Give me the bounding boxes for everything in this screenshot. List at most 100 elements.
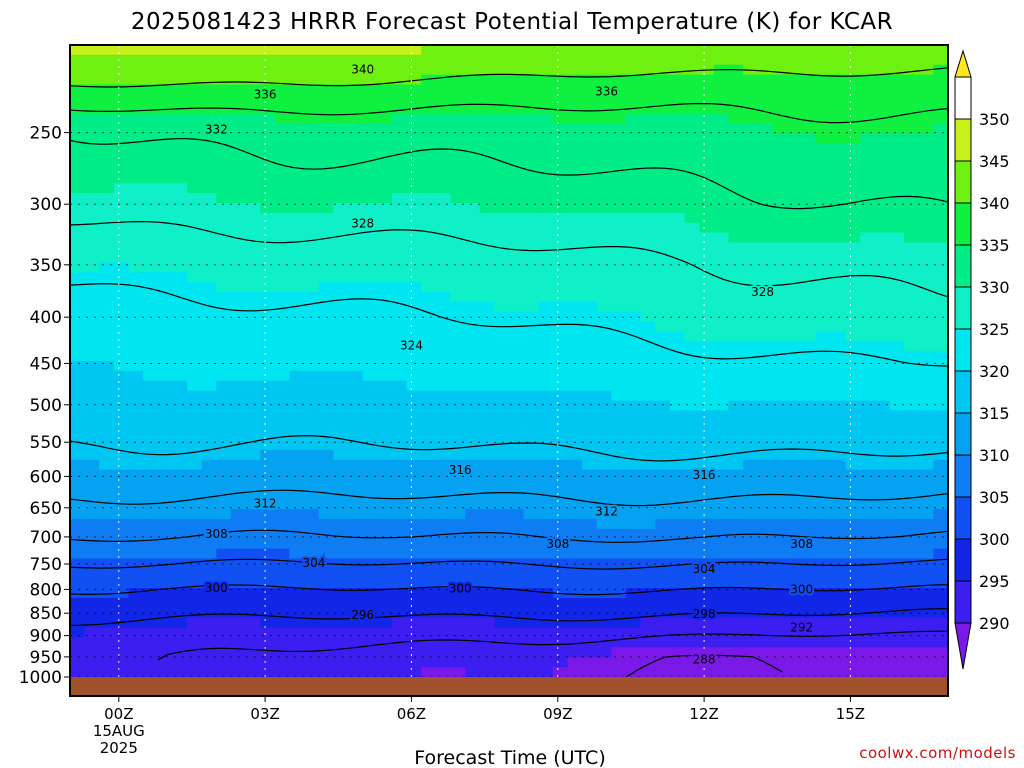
heat-cell xyxy=(640,558,656,569)
heat-cell xyxy=(509,538,525,550)
heat-cell xyxy=(333,410,349,421)
heat-cell xyxy=(743,627,759,639)
heat-cell xyxy=(582,390,598,402)
heat-cell xyxy=(523,538,539,550)
heat-cell xyxy=(787,509,803,520)
heat-cell xyxy=(611,657,627,668)
heat-cell xyxy=(582,311,598,323)
heat-cell xyxy=(713,519,730,530)
heat-cell xyxy=(245,390,261,402)
heat-cell xyxy=(552,578,569,589)
heat-cell xyxy=(655,291,671,303)
heat-cell xyxy=(787,538,803,550)
heat-cell xyxy=(406,627,422,639)
heat-cell xyxy=(187,479,203,490)
heat-cell xyxy=(318,568,334,579)
heat-cell xyxy=(787,519,803,530)
heat-cell xyxy=(640,519,656,530)
heat-cell xyxy=(582,262,598,273)
heat-cell xyxy=(596,212,613,224)
heat-cell xyxy=(435,627,452,639)
heat-cell xyxy=(318,212,334,224)
heat-cell xyxy=(830,114,847,125)
heat-cell xyxy=(143,499,159,510)
heat-cell xyxy=(596,114,613,125)
heat-cell xyxy=(904,291,920,303)
heat-cell xyxy=(728,637,744,648)
heat-cell xyxy=(787,104,803,115)
heat-cell xyxy=(128,578,144,589)
heat-cell xyxy=(655,440,671,451)
heat-cell xyxy=(567,133,583,145)
heat-cell xyxy=(172,588,188,599)
heat-cell xyxy=(230,637,247,648)
heat-cell xyxy=(99,54,115,66)
heat-cell xyxy=(70,153,86,165)
heat-cell xyxy=(509,262,525,273)
heat-cell xyxy=(201,430,217,441)
heat-cell xyxy=(391,331,408,342)
heat-cell xyxy=(640,578,656,589)
heat-cell xyxy=(509,301,525,313)
heat-cell xyxy=(172,607,188,619)
heat-cell xyxy=(860,361,876,372)
heat-cell xyxy=(435,667,452,678)
heat-cell xyxy=(787,321,803,332)
heat-cell xyxy=(933,390,948,402)
heat-cell xyxy=(640,291,656,303)
heat-cell xyxy=(333,588,349,599)
heat-cell xyxy=(362,588,378,599)
heat-cell xyxy=(260,64,276,76)
heat-cell xyxy=(640,420,656,431)
heat-cell xyxy=(830,390,847,402)
heat-cell xyxy=(479,459,495,471)
heat-cell xyxy=(669,459,686,471)
heat-cell xyxy=(304,370,320,382)
contour-label: 288 xyxy=(693,653,716,667)
heat-cell xyxy=(318,104,334,115)
heat-cell xyxy=(465,252,481,263)
heat-cell xyxy=(567,390,583,402)
heat-cell xyxy=(626,459,642,471)
heat-cell xyxy=(801,528,817,540)
heat-cell xyxy=(743,578,759,589)
heat-cell xyxy=(406,390,422,402)
heat-cell xyxy=(362,183,378,194)
heat-cell xyxy=(816,262,832,273)
heat-cell xyxy=(84,203,100,214)
heat-cell xyxy=(435,607,452,619)
heat-cell xyxy=(830,380,847,392)
heat-cell xyxy=(904,637,920,648)
heat-cell xyxy=(713,400,730,411)
heat-cell xyxy=(684,124,700,135)
heat-cell xyxy=(860,222,876,234)
heat-cell xyxy=(216,124,232,135)
heat-cell xyxy=(626,94,642,105)
heat-cell xyxy=(465,390,481,402)
heat-cell xyxy=(260,94,276,105)
heat-cell xyxy=(260,242,276,253)
heat-cell xyxy=(860,212,876,224)
heat-cell xyxy=(684,449,700,461)
heat-cell xyxy=(757,222,773,234)
heat-cell xyxy=(70,45,86,56)
heat-cell xyxy=(274,64,291,76)
heat-cell xyxy=(845,420,861,431)
heat-cell xyxy=(143,242,159,253)
heat-cell xyxy=(552,627,569,639)
heat-cell xyxy=(874,538,891,550)
heat-cell xyxy=(450,94,466,105)
heat-cell xyxy=(918,232,934,244)
heat-cell xyxy=(421,627,437,639)
heat-cell xyxy=(860,558,876,569)
heat-cell xyxy=(406,410,422,421)
heat-cell xyxy=(70,459,86,471)
heat-cell xyxy=(713,114,730,125)
heat-cell xyxy=(933,380,948,392)
heat-cell xyxy=(260,153,276,165)
heat-cell xyxy=(801,607,817,619)
heat-cell xyxy=(830,153,847,165)
heat-cell xyxy=(669,558,686,569)
heat-cell xyxy=(918,272,934,283)
heat-cell xyxy=(479,588,495,599)
